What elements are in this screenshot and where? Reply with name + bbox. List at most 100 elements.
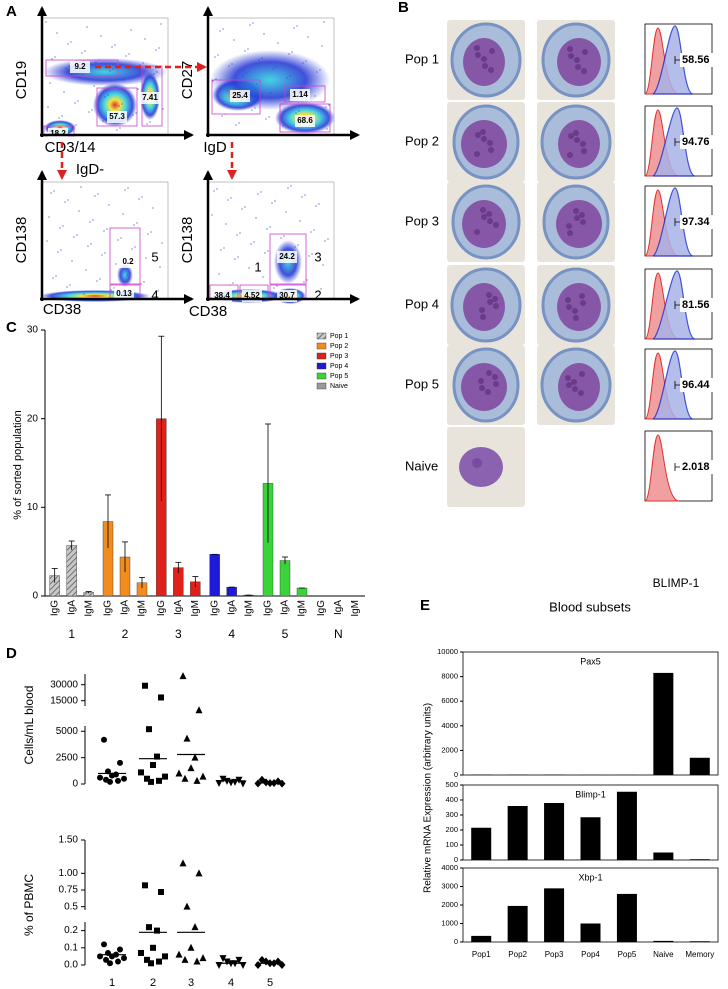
- point: [183, 734, 191, 742]
- event-dot: [94, 195, 96, 197]
- event-dot: [255, 217, 257, 219]
- chromatin: [568, 133, 574, 139]
- event-dot: [231, 63, 233, 65]
- chromatin: [571, 379, 577, 385]
- y-tick-label: 3000: [441, 881, 458, 890]
- event-dot: [299, 220, 301, 222]
- chromatin: [493, 222, 499, 228]
- nucleus: [461, 120, 507, 168]
- panel-letter: C: [6, 319, 17, 336]
- point: [162, 953, 168, 960]
- event-dot: [305, 60, 307, 62]
- event-dot: [64, 201, 66, 203]
- x-tick-label: IgM: [137, 600, 148, 617]
- point: [187, 943, 195, 951]
- point: [105, 768, 111, 775]
- legend-label: Pop 1: [330, 333, 348, 340]
- row-label: Pop 2: [405, 133, 439, 148]
- event-dot: [112, 68, 114, 70]
- y-tick-label: 1.50: [59, 835, 79, 846]
- chromatin: [567, 46, 573, 52]
- event-dot: [263, 33, 265, 35]
- event-dot: [114, 44, 116, 46]
- gate: [96, 87, 138, 127]
- event-dot: [158, 47, 160, 49]
- event-dot: [143, 281, 145, 283]
- event-dot: [149, 121, 151, 123]
- legend-swatch: [316, 342, 327, 350]
- event-dot: [223, 247, 225, 249]
- point: [138, 769, 144, 776]
- chromatin: [573, 130, 579, 136]
- row-label: Pop 1: [405, 51, 439, 66]
- chromatin: [474, 45, 480, 51]
- event-dot: [212, 80, 214, 82]
- event-dot: [219, 30, 221, 32]
- gate: [279, 103, 331, 133]
- point: [183, 902, 191, 910]
- point: [193, 957, 201, 965]
- y-tick-label: 15000: [50, 695, 78, 706]
- chart-title: Xbp-1: [578, 872, 602, 882]
- point: [181, 774, 189, 782]
- point: [191, 753, 199, 761]
- chromatin: [581, 148, 587, 154]
- event-dot: [298, 110, 300, 112]
- legend-swatch: [316, 372, 327, 380]
- event-dot: [301, 196, 303, 198]
- point: [148, 960, 154, 967]
- plot-frame: [41, 181, 169, 300]
- event-dot: [74, 102, 76, 104]
- event-dot: [276, 285, 278, 287]
- point: [156, 958, 162, 965]
- event-dot: [126, 274, 128, 276]
- event-dot: [130, 29, 132, 31]
- chromatin: [566, 304, 572, 310]
- event-dot: [215, 78, 217, 80]
- bar: [653, 940, 674, 942]
- event-dot: [118, 105, 120, 107]
- plot-frame: [207, 181, 335, 300]
- event-dot: [271, 202, 273, 204]
- nucleus: [558, 363, 600, 411]
- event-dot: [97, 193, 99, 195]
- y-axis-label: CD138: [179, 217, 196, 264]
- event-dot: [153, 73, 155, 75]
- event-dot: [159, 266, 161, 268]
- event-dot: [93, 85, 95, 87]
- x-tick-label: IgA: [333, 600, 344, 615]
- x-tick-label: IgM: [190, 600, 201, 617]
- event-dot: [258, 59, 260, 61]
- x-tick-label: Memory: [685, 950, 714, 959]
- event-dot: [287, 187, 289, 189]
- gate-value: 38.4: [214, 291, 230, 300]
- y-tick-label: 0: [454, 770, 458, 779]
- event-dot: [244, 50, 246, 52]
- event-dot: [147, 233, 149, 235]
- event-dot: [91, 109, 93, 111]
- event-dot: [136, 222, 138, 224]
- event-dot: [325, 106, 327, 108]
- event-dot: [290, 185, 292, 187]
- chromatin: [579, 371, 585, 377]
- event-dot: [272, 68, 274, 70]
- event-dot: [92, 219, 94, 221]
- chromatin: [481, 214, 487, 220]
- point: [103, 956, 109, 963]
- x-tick-label: IgM: [350, 600, 361, 617]
- bar: [507, 905, 528, 942]
- nucleus: [462, 200, 506, 248]
- bar: [296, 587, 308, 597]
- event-dot: [217, 54, 219, 56]
- event-dot: [302, 62, 304, 64]
- nucleus: [556, 200, 602, 248]
- point: [254, 961, 262, 969]
- plot-frame: [462, 651, 719, 776]
- panel-letter: E: [420, 597, 430, 614]
- group-label: 5: [282, 627, 289, 641]
- bar: [580, 923, 601, 942]
- event-dot: [119, 127, 121, 129]
- group-label: N: [334, 627, 343, 641]
- event-dot: [295, 112, 297, 114]
- event-dot: [280, 237, 282, 239]
